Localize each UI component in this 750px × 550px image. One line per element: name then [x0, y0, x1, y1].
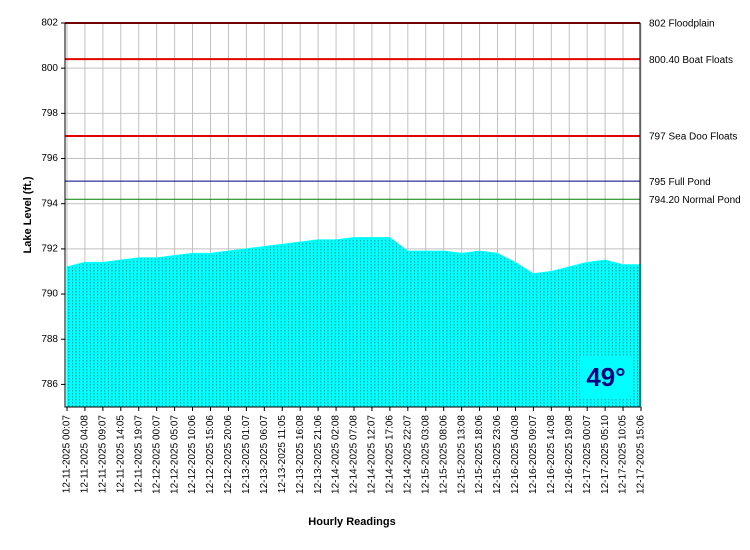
y-axis-label: Lake Level (ft.): [22, 176, 34, 253]
annotation-box: [580, 356, 632, 398]
x-tick-label: 12-15-2025 08:06: [438, 415, 449, 494]
x-tick-label: 12-17-2025 05:10: [600, 415, 611, 494]
area: [66, 237, 642, 408]
x-tick-label: 12-17-2025 00:07: [582, 415, 593, 494]
y-tick-label: 788: [41, 334, 58, 345]
x-tick-label: 12-16-2025 19:08: [564, 415, 575, 494]
reference-label: 797 Sea Doo Floats: [649, 132, 737, 143]
x-tick-label: 12-11-2025 09:07: [98, 415, 109, 494]
reference-label: 802 Floodplain: [649, 19, 715, 30]
x-tick-label: 12-11-2025 14:05: [115, 415, 126, 494]
x-axis-label: Hourly Readings: [308, 516, 395, 528]
plot-border: [64, 22, 641, 408]
y-tick-label: 786: [41, 379, 58, 390]
x-tick-label: 12-12-2025 10:06: [187, 415, 198, 494]
x-tick-label: 12-13-2025 06:07: [259, 415, 270, 494]
y-tick-label: 792: [41, 244, 58, 255]
x-tick-label: 12-16-2025 04:08: [510, 415, 521, 494]
x-tick-label: 12-12-2025 15:06: [205, 415, 216, 494]
x-tick-label: 12-17-2025 15:06: [636, 415, 647, 494]
x-tick-label: 12-13-2025 21:06: [313, 415, 324, 494]
x-tick-label: 12-17-2025 10:05: [618, 415, 629, 494]
y-tick-label: 802: [41, 18, 58, 29]
x-tick-label: 12-15-2025 23:06: [492, 415, 503, 494]
x-tick-label: 12-14-2025 22:07: [402, 415, 413, 494]
x-tick-label: 12-15-2025 18:06: [474, 415, 485, 494]
x-tick-label: 12-14-2025 07:08: [349, 415, 360, 494]
x-tick-label: 12-11-2025 04:08: [80, 415, 91, 494]
x-tick-label: 12-11-2025 00:07: [62, 415, 73, 494]
annotation: 49°: [586, 362, 625, 392]
x-tick-label: 12-14-2025 02:08: [331, 415, 342, 494]
x-tick-label: 12-11-2025 19:07: [133, 415, 144, 494]
x-tick-label: 12-14-2025 12:07: [367, 415, 378, 494]
x-tick-label: 12-14-2025 17:06: [385, 415, 396, 494]
reference-label: 795 Full Pond: [649, 177, 711, 188]
x-tick-label: 12-12-2025 20:06: [223, 415, 234, 494]
x-tick-label: 12-12-2025 00:07: [151, 415, 162, 494]
x-tick-label: 12-13-2025 16:08: [295, 415, 306, 494]
x-tick-label: 12-16-2025 09:07: [528, 415, 539, 494]
y-tick-label: 798: [41, 108, 58, 119]
x-tick-label: 12-15-2025 13:08: [456, 415, 467, 494]
reference-label: 794.20 Normal Pond: [649, 195, 741, 206]
y-tick-label: 796: [41, 153, 58, 164]
x-tick-label: 12-13-2025 01:07: [241, 415, 252, 494]
x-tick-label: 12-12-2025 05:07: [169, 415, 180, 494]
reference-label: 800.40 Boat Floats: [649, 55, 733, 66]
y-tick-label: 790: [41, 289, 58, 300]
x-tick-label: 12-13-2025 11:05: [277, 415, 288, 494]
x-tick-label: 12-16-2025 14:08: [546, 415, 557, 494]
y-tick-label: 794: [41, 198, 58, 209]
y-tick-label: 800: [41, 63, 58, 74]
x-tick-label: 12-15-2025 03:08: [420, 415, 431, 494]
